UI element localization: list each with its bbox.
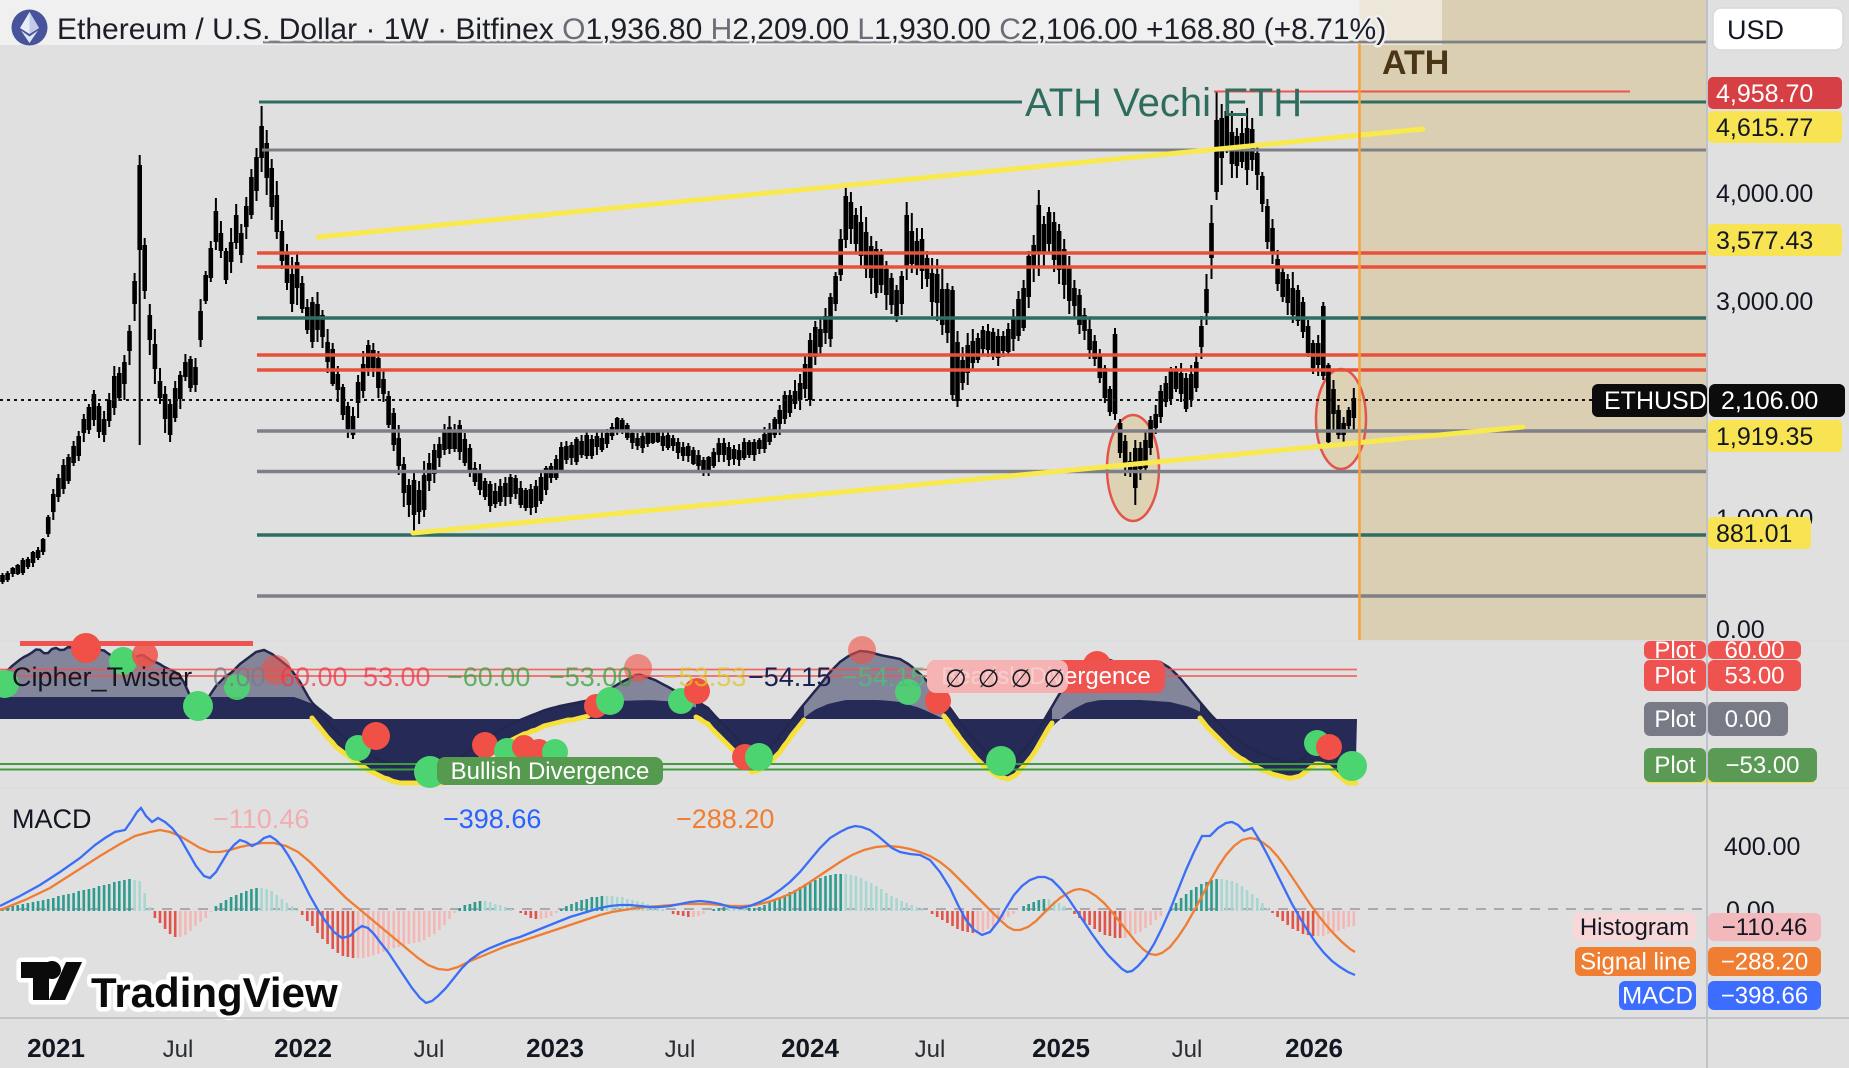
svg-text:0.00: 0.00 [1716, 616, 1765, 644]
svg-text:60.00: 60.00 [280, 662, 348, 692]
svg-text:−54.15: −54.15 [842, 662, 925, 692]
svg-text:ATH: ATH [1382, 44, 1449, 82]
svg-text:−110.46: −110.46 [1722, 914, 1808, 941]
svg-text:2,106.00: 2,106.00 [1721, 387, 1818, 415]
svg-text:Jul: Jul [915, 1036, 946, 1063]
svg-text:Plot: Plot [1654, 637, 1696, 664]
svg-text:Plot: Plot [1654, 706, 1696, 733]
svg-text:1,919.35: 1,919.35 [1716, 423, 1813, 451]
svg-text:MACD: MACD [1622, 983, 1693, 1010]
svg-text:0.00: 0.00 [1725, 706, 1772, 733]
svg-text:Jul: Jul [1172, 1036, 1203, 1063]
svg-text:MACD: MACD [12, 804, 92, 834]
svg-text:TradingView: TradingView [91, 969, 338, 1016]
svg-text:−53.00: −53.00 [1725, 752, 1799, 779]
svg-text:400.00: 400.00 [1724, 833, 1800, 861]
svg-text:Jul: Jul [163, 1036, 194, 1063]
svg-text:881.01: 881.01 [1716, 520, 1792, 548]
svg-text:2024: 2024 [781, 1033, 839, 1063]
svg-text:3,577.43: 3,577.43 [1716, 227, 1813, 255]
svg-text:−288.20: −288.20 [676, 804, 774, 834]
svg-text:60.00: 60.00 [1724, 637, 1784, 664]
svg-text:Jul: Jul [414, 1036, 445, 1063]
svg-text:Bullish Divergence: Bullish Divergence [451, 758, 650, 785]
svg-text:Plot: Plot [1654, 752, 1696, 779]
svg-text:ETHUSD: ETHUSD [1604, 387, 1707, 415]
svg-text:4,958.70: 4,958.70 [1716, 80, 1813, 108]
svg-text:2026: 2026 [1285, 1033, 1343, 1063]
svg-text:−54.15: −54.15 [748, 662, 831, 692]
svg-text:4,000.00: 4,000.00 [1716, 180, 1813, 208]
svg-text:2022: 2022 [274, 1033, 332, 1063]
svg-text:−398.66: −398.66 [443, 804, 541, 834]
svg-text:4,615.77: 4,615.77 [1716, 114, 1813, 142]
svg-text:−110.46: −110.46 [213, 804, 309, 834]
svg-text:Ethereum / U.S. Dollar · 1W ·: Ethereum / U.S. Dollar · 1W · Bitfinex O… [57, 13, 1386, 46]
svg-text:Cipher_Twister: Cipher_Twister [12, 662, 192, 692]
svg-text:−60.00: −60.00 [447, 662, 530, 692]
svg-text:−288.20: −288.20 [1721, 949, 1808, 976]
svg-text:2021: 2021 [27, 1033, 85, 1063]
svg-text:2023: 2023 [526, 1033, 584, 1063]
svg-text:ATH Vechi ETH: ATH Vechi ETH [1025, 81, 1302, 125]
svg-text:Jul: Jul [665, 1036, 696, 1063]
svg-text:Plot: Plot [1654, 663, 1696, 690]
svg-text:53.00: 53.00 [1724, 663, 1784, 690]
svg-text:∅∅∅∅: ∅∅∅∅ [945, 665, 1076, 693]
svg-text:−53.53: −53.53 [663, 662, 746, 692]
svg-text:USD: USD [1727, 15, 1784, 45]
svg-text:−398.66: −398.66 [1721, 983, 1808, 1010]
svg-text:3,000.00: 3,000.00 [1716, 288, 1813, 316]
svg-text:2025: 2025 [1032, 1033, 1090, 1063]
svg-text:−53.00: −53.00 [549, 662, 632, 692]
svg-text:0.00: 0.00 [213, 662, 266, 692]
svg-text:53.00: 53.00 [363, 662, 431, 692]
svg-text:Signal line: Signal line [1580, 949, 1691, 976]
svg-text:Histogram: Histogram [1580, 914, 1689, 941]
